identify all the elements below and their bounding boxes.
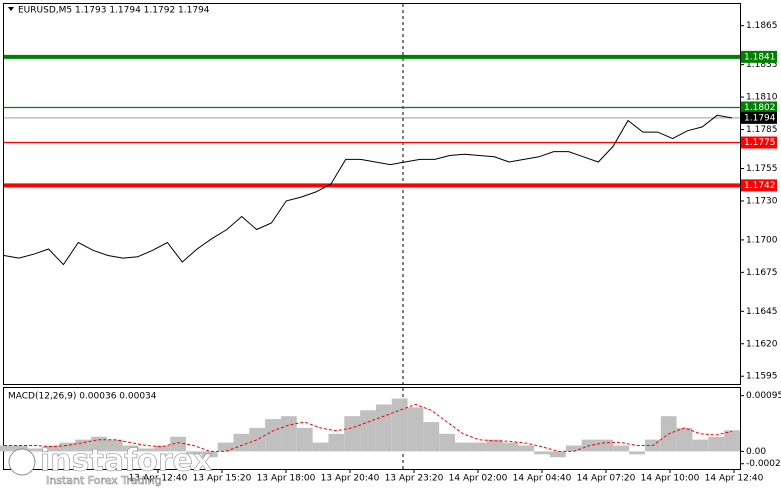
level-tag xyxy=(741,50,777,63)
y-tick-label: 1.1865 xyxy=(746,21,778,31)
y-tick-label: 1.1595 xyxy=(746,372,778,382)
level-tag xyxy=(741,179,777,192)
y-tick-label: 1.1755 xyxy=(746,164,778,174)
macd-bar xyxy=(233,433,250,452)
watermark: instaforex Instant Forex Trading xyxy=(8,443,213,487)
y-tick-label: 0.00 xyxy=(746,447,766,457)
x-tick-label: 14 Apr 10:00 xyxy=(641,474,700,484)
macd-bar xyxy=(170,436,186,452)
macd-bar xyxy=(629,451,645,455)
watermark-tagline: Instant Forex Trading xyxy=(46,474,162,487)
macd-bar xyxy=(249,427,266,452)
y-tick-label: -0.00021 xyxy=(746,459,781,469)
x-tick-label: 14 Apr 02:00 xyxy=(449,474,508,484)
x-tick-label: 13 Apr 23:20 xyxy=(385,474,444,484)
macd-bar xyxy=(676,427,693,452)
macd-bar xyxy=(391,398,408,452)
macd-bar xyxy=(550,451,566,458)
menu-arrow xyxy=(8,7,14,11)
macd-bar xyxy=(613,445,630,452)
macd-bar xyxy=(0,445,12,452)
macd-bar xyxy=(423,422,440,452)
macd-bar xyxy=(534,451,550,455)
watermark-icon xyxy=(8,448,36,476)
macd-bar xyxy=(708,436,725,452)
macd-bar xyxy=(502,442,519,452)
macd-bar xyxy=(597,439,614,452)
macd-bar xyxy=(486,439,503,452)
level-tag xyxy=(741,136,777,149)
macd-bar xyxy=(296,427,313,452)
y-tick-label: 1.1645 xyxy=(746,307,778,317)
level-label: 1.1802 xyxy=(744,103,776,113)
level-label: 1.1742 xyxy=(744,181,776,191)
macd-bar xyxy=(312,442,329,452)
macd-bar xyxy=(59,442,76,452)
level-label: 1.1794 xyxy=(744,113,776,123)
macd-bar xyxy=(692,439,709,452)
macd-bar xyxy=(328,433,345,452)
macd-bar xyxy=(138,448,155,452)
x-tick-label: 13 Apr 15:20 xyxy=(193,474,252,484)
watermark-brand: instaforex xyxy=(40,444,212,479)
y-tick-label: 1.1730 xyxy=(746,196,778,206)
level-tag xyxy=(741,101,777,114)
macd-bar xyxy=(280,416,297,452)
y-tick-label: 0.00095 xyxy=(746,391,781,401)
macd-bar xyxy=(201,451,218,458)
x-tick-label: 14 Apr 07:20 xyxy=(577,474,636,484)
level-label: 1.1841 xyxy=(744,52,776,62)
macd-bar xyxy=(470,442,487,452)
macd-bar xyxy=(439,433,456,452)
macd-bar xyxy=(154,445,171,452)
y-tick-label: 1.1700 xyxy=(746,235,778,245)
x-tick-label: 13 Apr 12:40 xyxy=(129,474,188,484)
macd-bar xyxy=(455,442,471,452)
signal-line xyxy=(4,403,733,452)
y-tick-label: 1.1835 xyxy=(746,60,778,70)
x-tick-label: 13 Apr 20:40 xyxy=(321,474,380,484)
macd-bar xyxy=(724,430,740,452)
y-tick-label: 1.1620 xyxy=(746,339,778,349)
chart-title: EURUSD,M5 1.1793 1.1794 1.1792 1.1794 xyxy=(18,6,210,16)
macd-bar xyxy=(375,404,392,452)
macd-title: MACD(12,26,9) 0.00036 0.00034 xyxy=(8,392,157,402)
macd-bar xyxy=(11,445,28,452)
main-frame xyxy=(3,3,741,385)
level-tag xyxy=(741,111,777,124)
macd-bar xyxy=(122,445,139,452)
macd-bar xyxy=(360,410,376,452)
macd-bar xyxy=(565,445,582,452)
macd-bar xyxy=(344,416,361,452)
macd-bar xyxy=(27,448,44,452)
macd-bar xyxy=(217,442,234,452)
macd-bar xyxy=(43,445,60,452)
macd-bar xyxy=(265,419,281,452)
x-tick-label: 14 Apr 12:40 xyxy=(705,474,764,484)
y-tick-label: 1.1785 xyxy=(746,125,778,135)
macd-bar xyxy=(75,439,92,452)
y-tick-label: 1.1675 xyxy=(746,268,778,278)
macd-bar xyxy=(106,439,123,452)
price-line xyxy=(3,114,733,266)
y-tick-label: 1.1810 xyxy=(746,93,778,103)
macd-frame xyxy=(3,387,741,470)
level-label: 1.1775 xyxy=(744,138,776,148)
x-tick-label: 13 Apr 18:00 xyxy=(257,474,316,484)
x-tick-label: 14 Apr 04:40 xyxy=(513,474,572,484)
macd-bar xyxy=(407,407,424,452)
macd-bar xyxy=(186,451,202,455)
macd-bar xyxy=(518,445,535,452)
